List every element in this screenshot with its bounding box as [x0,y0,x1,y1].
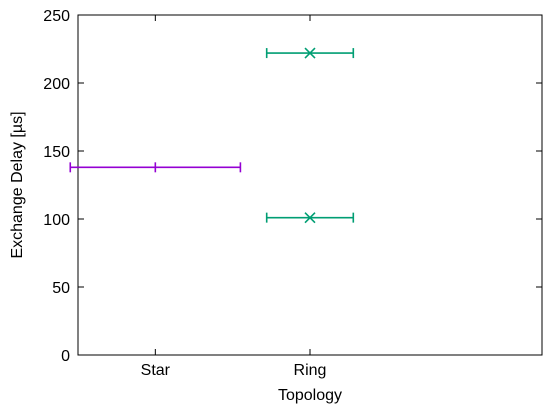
data-point-marker [304,47,316,59]
y-tick-label: 200 [43,76,70,93]
axis-ticks: 0 50 100 150 200 250 Star Ring [43,8,542,379]
x-tick-label: Ring [294,362,327,379]
plot-area [77,14,543,356]
data-point-marker [304,212,316,224]
data-marks [69,47,355,224]
y-tick-label: 150 [43,144,70,161]
x-tick-label: Star [141,362,171,379]
y-tick-label: 0 [61,348,70,365]
y-axis-label: Exchange Delay [µs] [9,111,26,258]
y-tick-label: 100 [43,212,70,229]
plot-frame [77,14,543,356]
y-tick-label: 250 [43,8,70,25]
x-axis-label: Topology [278,387,342,404]
y-tick-label: 50 [52,280,70,297]
